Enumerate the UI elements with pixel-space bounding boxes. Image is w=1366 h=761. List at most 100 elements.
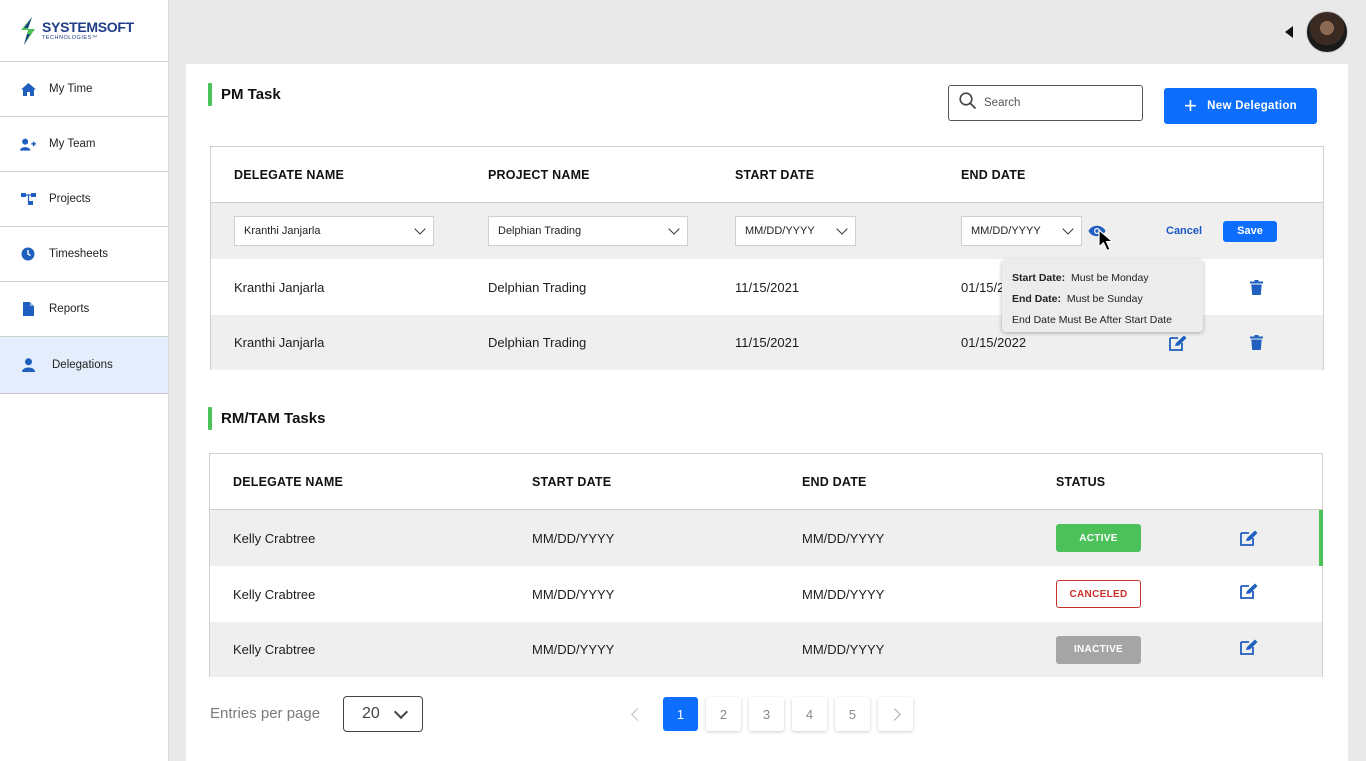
header-delegate-name: DELEGATE NAME [234,167,345,182]
tooltip-end-key: End Date: [1012,293,1062,305]
start-date: 11/15/2021 [735,279,800,295]
plus-icon: + [1184,93,1198,118]
table-row: Kelly Crabtree MM/DD/YYYY MM/DD/YYYY INA… [210,622,1322,677]
pm-title: PM Task [221,86,281,103]
chevron-right-icon [887,707,901,721]
start-date: 11/15/2021 [735,335,800,350]
header-project-name: PROJECT NAME [488,167,590,182]
table-row: Kelly Crabtree MM/DD/YYYY MM/DD/YYYY CAN… [210,566,1322,622]
header-divider [211,202,1323,203]
end-date: MM/DD/YYYY [802,586,885,602]
section-accent-bar [208,407,212,430]
rm-table: DELEGATE NAME START DATE END DATE STATUS… [209,453,1323,677]
pm-section-title: PM Task [208,83,281,106]
add-user-icon [20,136,36,152]
tooltip-end-rule: Must be Sunday [1066,293,1143,305]
delegate-select-value: Kranthi Janjarla [244,225,321,237]
table-row: Kelly Crabtree MM/DD/YYYY MM/DD/YYYY ACT… [210,510,1323,566]
end-date: MM/DD/YYYY [802,642,885,657]
page-button-2[interactable]: 2 [706,697,741,731]
pm-table: DELEGATE NAME PROJECT NAME START DATE EN… [210,146,1324,370]
start-date: MM/DD/YYYY [532,530,615,546]
logo-name: SYSTEMSOFT [42,18,134,35]
start-date-picker[interactable]: MM/DD/YYYY [735,216,856,246]
home-icon [20,81,36,97]
page-button-3[interactable]: 3 [749,697,784,731]
edit-icon[interactable] [1240,510,1258,566]
delete-icon[interactable] [1250,315,1263,370]
search-box[interactable] [948,85,1143,121]
entries-per-page-value: 20 [362,705,380,722]
save-button[interactable]: Save [1223,220,1277,242]
table-row: Kranthi Janjarla Delphian Trading 11/15/… [211,259,1323,315]
start-date-placeholder: MM/DD/YYYY [745,225,815,237]
status-badge: INACTIVE [1056,635,1141,664]
sidebar-item-my-team[interactable]: My Team [0,117,168,172]
section-accent-bar [208,83,212,106]
delegate-name: Kelly Crabtree [233,586,316,602]
date-rules-tooltip: Start Date: Must be Monday End Date: Mus… [1002,260,1203,332]
sidebar-item-projects[interactable]: Projects [0,172,168,227]
new-delegation-button[interactable]: + New Delegation [1164,88,1317,124]
avatar[interactable] [1306,11,1348,53]
header-start-date: START DATE [735,167,815,182]
table-header: DELEGATE NAME START DATE END DATE STATUS [210,454,1322,509]
next-page-button[interactable] [878,697,913,731]
search-input[interactable] [984,97,1134,109]
chevron-down-icon [1062,223,1074,235]
sidebar-item-label: Delegations [52,359,113,371]
chevron-down-icon [836,223,848,235]
page-button-4[interactable]: 4 [792,697,827,731]
sidebar-item-reports[interactable]: Reports [0,282,168,337]
sidebar-item-my-time[interactable]: My Time [0,62,168,117]
table-header: DELEGATE NAME PROJECT NAME START DATE EN… [211,147,1323,202]
sidebar-item-label: Projects [49,193,91,205]
end-date: 01/15/2022 [961,335,1027,350]
logo-mark-icon [18,16,38,46]
active-row-indicator [1319,510,1323,566]
status-badge: ACTIVE [1056,524,1141,552]
delegate-name: Kranthi Janjarla [234,335,325,350]
header-divider [210,509,1322,510]
header-start-date: START DATE [532,474,612,489]
header-status: STATUS [1056,474,1106,489]
document-icon [20,301,36,317]
clock-icon [20,246,36,262]
edit-icon[interactable] [1240,619,1258,674]
edit-icon[interactable] [1240,563,1258,619]
project-select[interactable]: Delphian Trading [488,216,688,246]
project-name: Delphian Trading [488,279,587,295]
entries-per-page-select[interactable]: 20 [343,696,423,732]
logo-tagline: TECHNOLOGIES™ [42,34,98,41]
hierarchy-icon [20,191,36,207]
sidebar-item-label: My Team [49,138,96,150]
project-select-value: Delphian Trading [498,225,582,237]
tooltip-start-rule: Must be Monday [1070,272,1149,284]
end-date-picker[interactable]: MM/DD/YYYY [961,216,1082,246]
chevron-down-icon [668,223,680,235]
collapse-arrow-icon[interactable] [1285,26,1293,38]
search-icon [959,91,977,115]
end-date: MM/DD/YYYY [802,530,885,546]
prev-page-button[interactable] [627,697,647,731]
delete-icon[interactable] [1250,259,1263,315]
end-date: 01/15/2 [961,279,1005,295]
edit-icon[interactable] [1169,315,1187,370]
new-delegation-label: New Delegation [1207,100,1297,112]
sidebar-item-label: Reports [49,303,90,315]
page-button-5[interactable]: 5 [835,697,870,731]
rm-section-title: RM/TAM Tasks [208,407,325,430]
sidebar-item-label: Timesheets [49,248,109,260]
page-button-1[interactable]: 1 [663,697,698,731]
start-date: MM/DD/YYYY [532,642,615,657]
cancel-button[interactable]: Cancel [1166,225,1203,237]
sidebar-item-timesheets[interactable]: Timesheets [0,227,168,282]
sidebar-item-delegations[interactable]: Delegations [0,337,168,394]
logo[interactable]: SYSTEMSOFT TECHNOLOGIES™ [0,0,168,62]
delegate-select[interactable]: Kranthi Janjarla [234,216,434,246]
table-row-edit: Kranthi Janjarla Delphian Trading MM/DD/… [211,203,1323,259]
start-date: MM/DD/YYYY [532,586,615,602]
sidebar: SYSTEMSOFT TECHNOLOGIES™ My Time My Team… [0,0,169,761]
tooltip-order-rule: End Date Must Be After Start Date [1012,314,1172,326]
header-delegate-name: DELEGATE NAME [233,474,344,489]
